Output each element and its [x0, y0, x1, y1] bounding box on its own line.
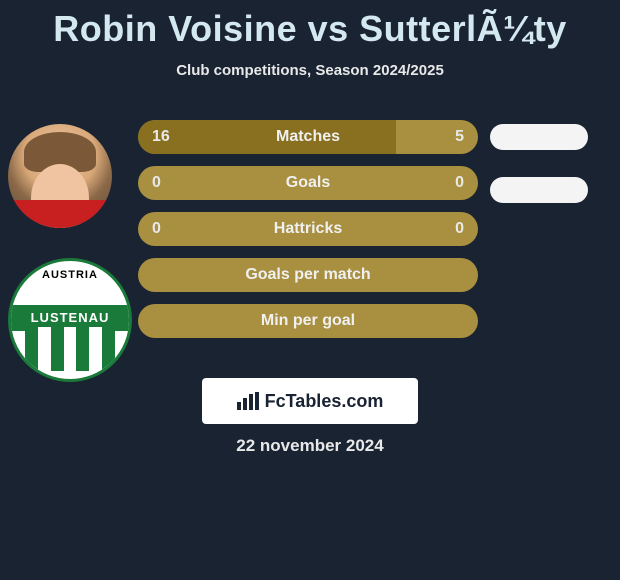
subtitle: Club competitions, Season 2024/2025: [0, 62, 620, 79]
bar: [249, 394, 253, 410]
bar: [243, 398, 247, 410]
club-badge: AUSTRIA LUSTENAU: [8, 258, 132, 382]
stripe: [51, 327, 64, 371]
stat-rows: 16 Matches 5 0 Goals 0 0 Hattricks 0 Goa…: [138, 120, 478, 350]
fctables-logo[interactable]: FcTables.com: [202, 378, 418, 424]
badge-top-text: AUSTRIA: [11, 269, 129, 281]
stat-label: Min per goal: [261, 312, 355, 330]
bar: [237, 402, 241, 410]
stripe: [25, 327, 38, 371]
logo-text: FcTables.com: [265, 391, 384, 412]
stat-label: Matches: [276, 128, 340, 146]
stripe: [89, 327, 102, 371]
stat-row-min-per-goal: Min per goal: [138, 304, 478, 338]
stat-label: Goals per match: [245, 266, 370, 284]
stat-fill: [138, 120, 396, 154]
stat-row-goals: 0 Goals 0: [138, 166, 478, 200]
page-title: Robin Voisine vs SutterlÃ¼ty: [0, 0, 620, 50]
stat-label: Goals: [286, 174, 330, 192]
badge-stripes: [25, 327, 115, 371]
stripe: [38, 327, 51, 371]
stat-left-value: 0: [152, 220, 161, 238]
bar: [255, 392, 259, 410]
stat-left-value: 0: [152, 174, 161, 192]
stat-left-value: 16: [152, 128, 170, 146]
stripe: [64, 327, 77, 371]
comparison-pill: [490, 124, 588, 150]
stat-right-value: 5: [455, 128, 464, 146]
stat-label: Hattricks: [274, 220, 342, 238]
stat-right-value: 0: [455, 174, 464, 192]
stat-row-hattricks: 0 Hattricks 0: [138, 212, 478, 246]
stripe: [102, 327, 115, 371]
bar-chart-icon: [237, 392, 259, 410]
stripe: [76, 327, 89, 371]
player-photo: [8, 124, 112, 228]
stat-right-value: 0: [455, 220, 464, 238]
photo-shirt: [8, 200, 112, 228]
stat-row-goals-per-match: Goals per match: [138, 258, 478, 292]
stat-row-matches: 16 Matches 5: [138, 120, 478, 154]
comparison-pill: [490, 177, 588, 203]
date-text: 22 november 2024: [0, 436, 620, 456]
